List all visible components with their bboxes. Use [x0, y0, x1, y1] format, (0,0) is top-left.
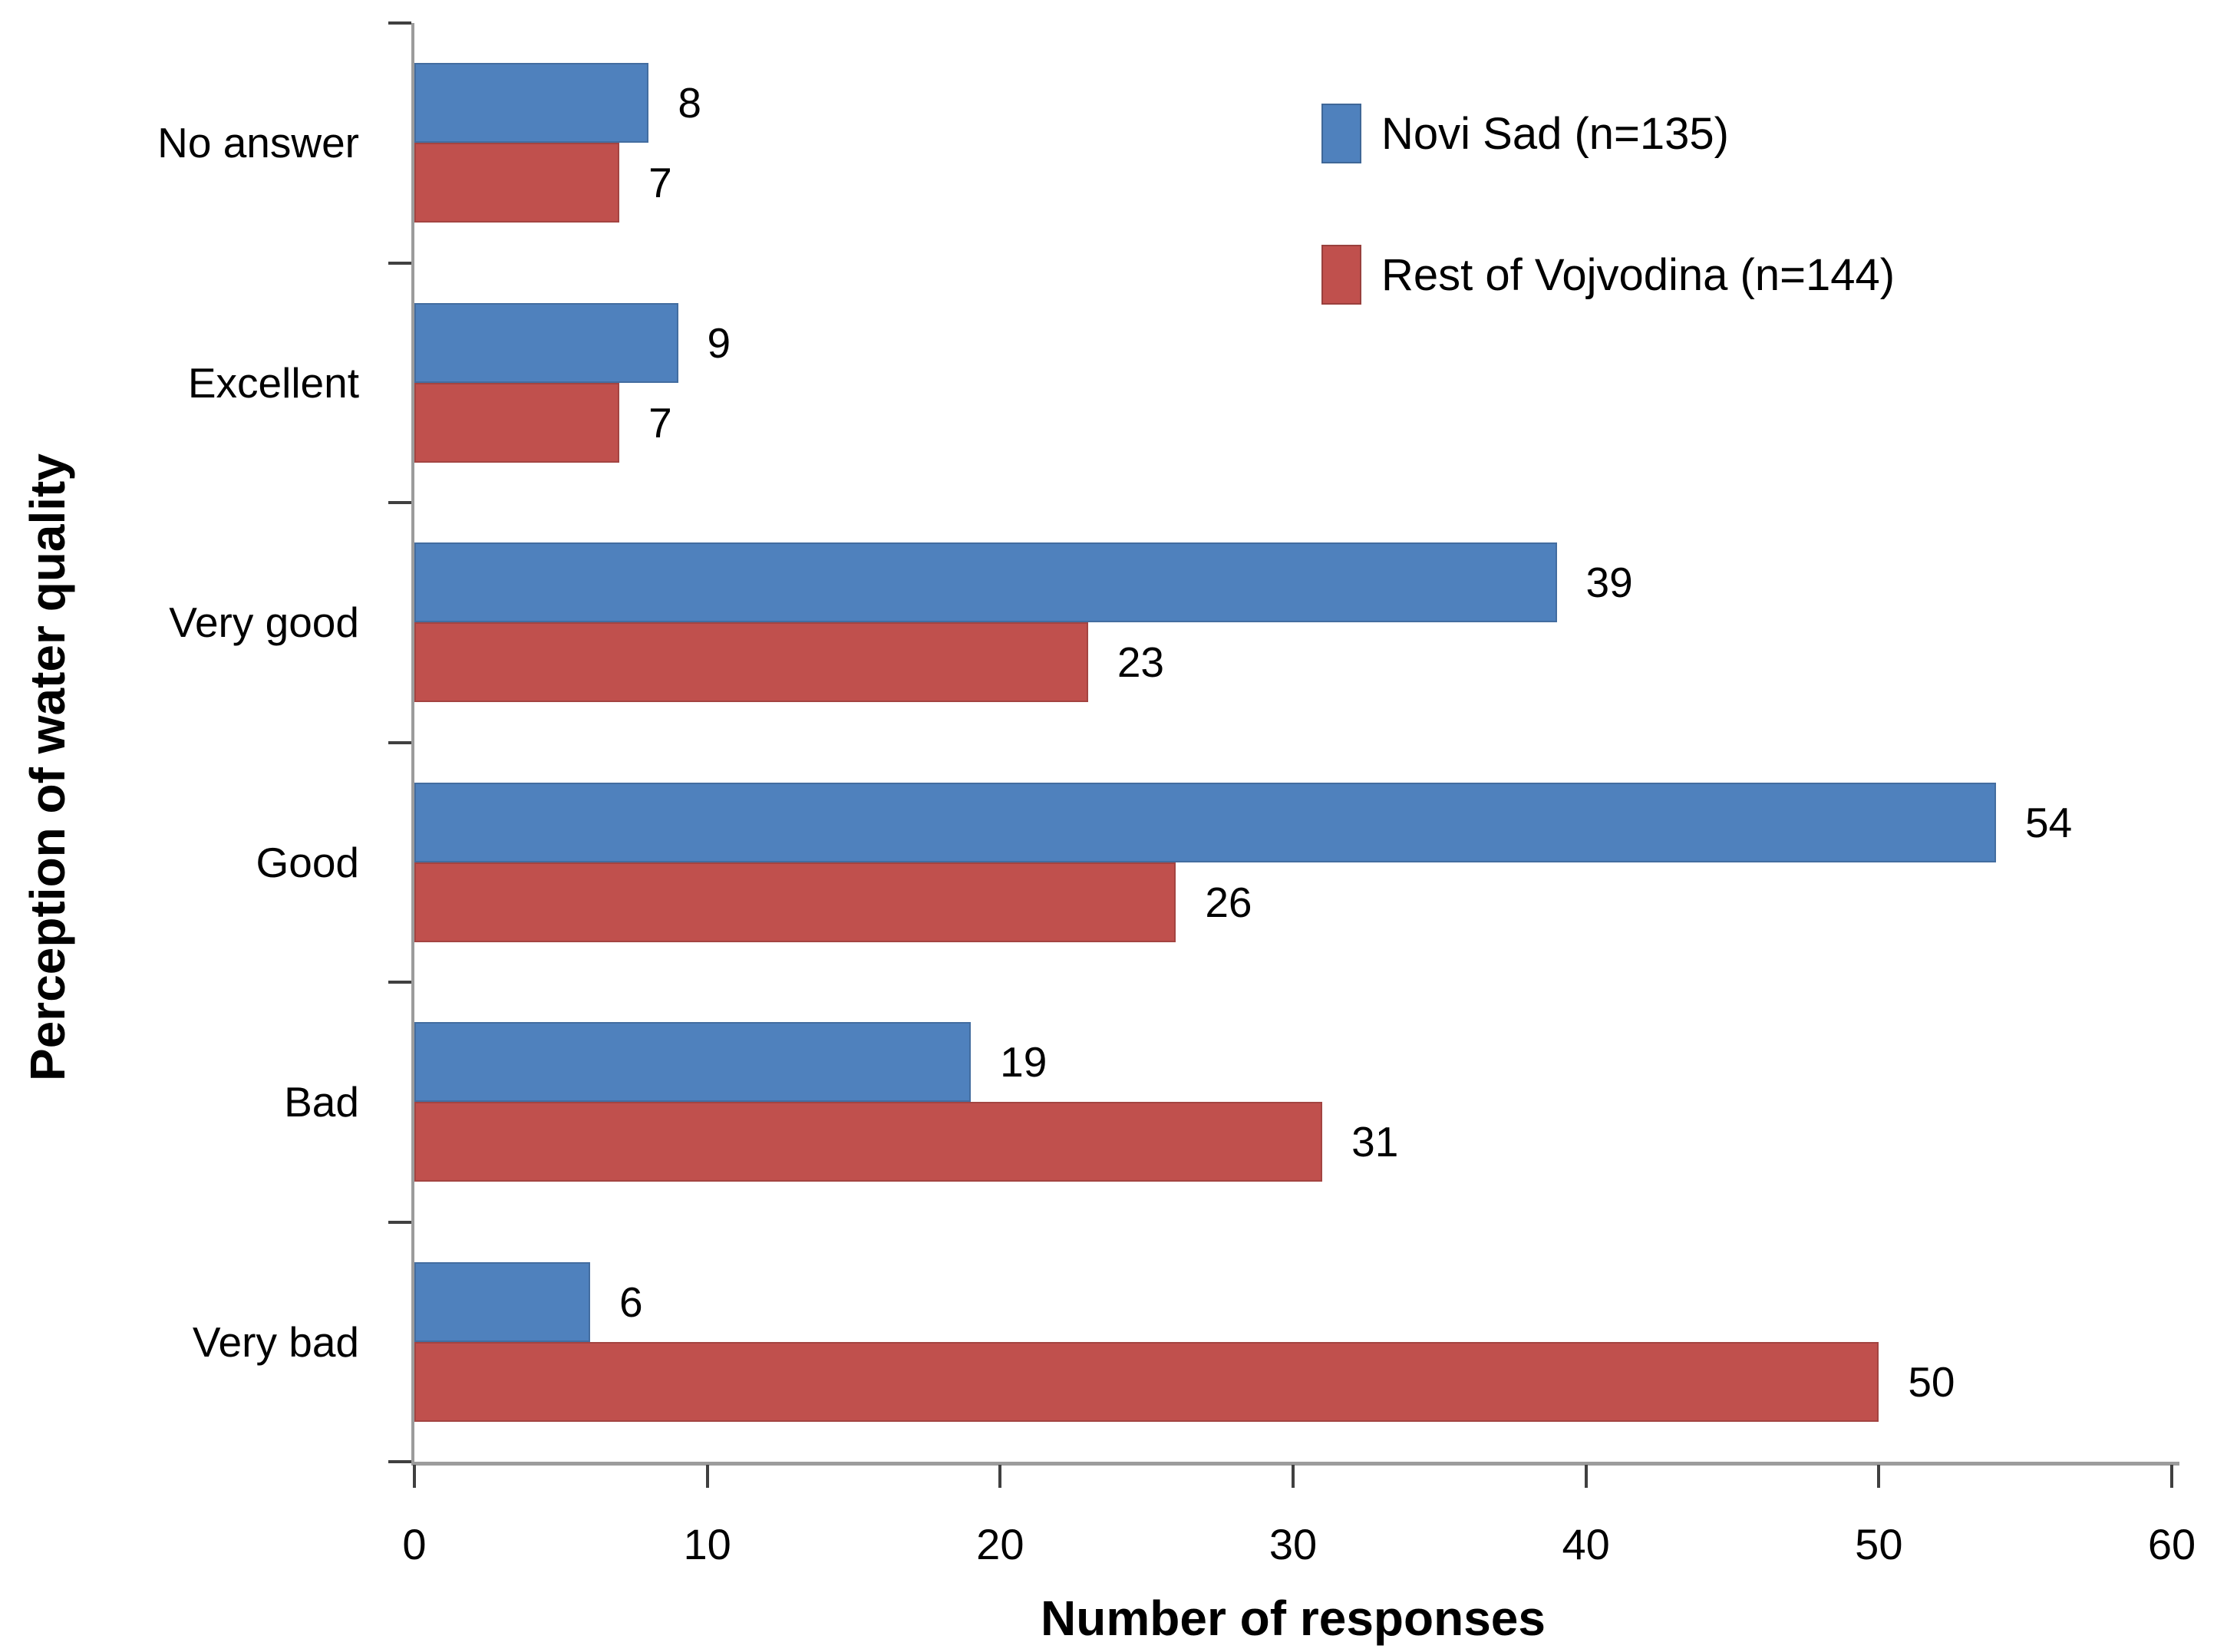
bar-novi-sad — [414, 1261, 590, 1342]
category-label: Good — [256, 838, 359, 886]
x-tick-label: 0 — [402, 1520, 427, 1568]
legend-label: Rest of Vojvodina (n=144) — [1381, 249, 1895, 300]
bar-novi-sad — [414, 302, 678, 383]
x-tick-label: 40 — [1562, 1520, 1610, 1568]
data-label: 50 — [1908, 1357, 1955, 1406]
data-label: 39 — [1585, 559, 1633, 606]
bar-rest-of-vojvodina — [414, 1341, 1879, 1422]
x-axis-tick — [1292, 1465, 1295, 1488]
category-label: Very bad — [192, 1317, 359, 1366]
bar-rest-of-vojvodina — [414, 862, 1176, 942]
data-label: 9 — [707, 318, 731, 367]
x-axis-tick — [413, 1465, 416, 1488]
bar-novi-sad — [414, 542, 1557, 622]
x-tick-label: 50 — [1855, 1520, 1903, 1568]
x-axis-tick — [705, 1465, 709, 1488]
legend-swatch — [1321, 104, 1361, 163]
bar-novi-sad — [414, 782, 1996, 862]
x-axis-tick — [2170, 1465, 2173, 1488]
y-axis-tick — [388, 21, 411, 25]
bar-rest-of-vojvodina — [414, 622, 1088, 702]
category-label: Very good — [169, 598, 359, 647]
data-label: 23 — [1117, 638, 1165, 686]
x-axis-tick — [998, 1465, 1002, 1488]
x-tick-label: 60 — [2147, 1520, 2196, 1568]
x-tick-label: 20 — [976, 1520, 1024, 1568]
x-axis-title: Number of responses — [1041, 1591, 1546, 1646]
y-axis-tick — [388, 1460, 411, 1463]
y-axis-tick — [388, 1220, 411, 1224]
data-label: 26 — [1205, 878, 1252, 926]
bar-rest-of-vojvodina — [414, 382, 620, 463]
bar-rest-of-vojvodina — [414, 1102, 1323, 1182]
data-label: 6 — [619, 1278, 643, 1326]
legend-item: Rest of Vojvodina (n=144) — [1321, 239, 1895, 310]
category-label: No answer — [157, 119, 359, 167]
data-label: 54 — [2025, 798, 2073, 846]
y-axis-tick — [388, 740, 411, 744]
legend-item: Novi Sad (n=135) — [1321, 98, 1895, 169]
x-axis-tick — [1877, 1465, 1881, 1488]
category-label: Excellent — [187, 358, 359, 407]
x-axis-tick — [1584, 1465, 1588, 1488]
y-axis-line — [411, 23, 414, 1464]
legend: Novi Sad (n=135) Rest of Vojvodina (n=144… — [1321, 98, 1895, 381]
bar-rest-of-vojvodina — [414, 143, 620, 223]
bar-novi-sad — [414, 63, 649, 143]
y-axis-tick — [388, 981, 411, 984]
data-label: 8 — [678, 79, 701, 127]
bar-novi-sad — [414, 1022, 972, 1102]
y-axis-tick — [388, 261, 411, 265]
x-tick-label: 10 — [683, 1520, 731, 1568]
data-label: 7 — [648, 398, 672, 447]
x-axis-line — [411, 1462, 2179, 1466]
x-tick-label: 30 — [1269, 1520, 1318, 1568]
y-axis-tick — [388, 501, 411, 504]
legend-label: Novi Sad (n=135) — [1381, 108, 1729, 159]
legend-swatch — [1321, 245, 1361, 305]
category-label: Bad — [284, 1078, 359, 1126]
data-label: 31 — [1351, 1118, 1399, 1166]
data-label: 19 — [1000, 1038, 1048, 1086]
data-label: 7 — [648, 159, 672, 206]
